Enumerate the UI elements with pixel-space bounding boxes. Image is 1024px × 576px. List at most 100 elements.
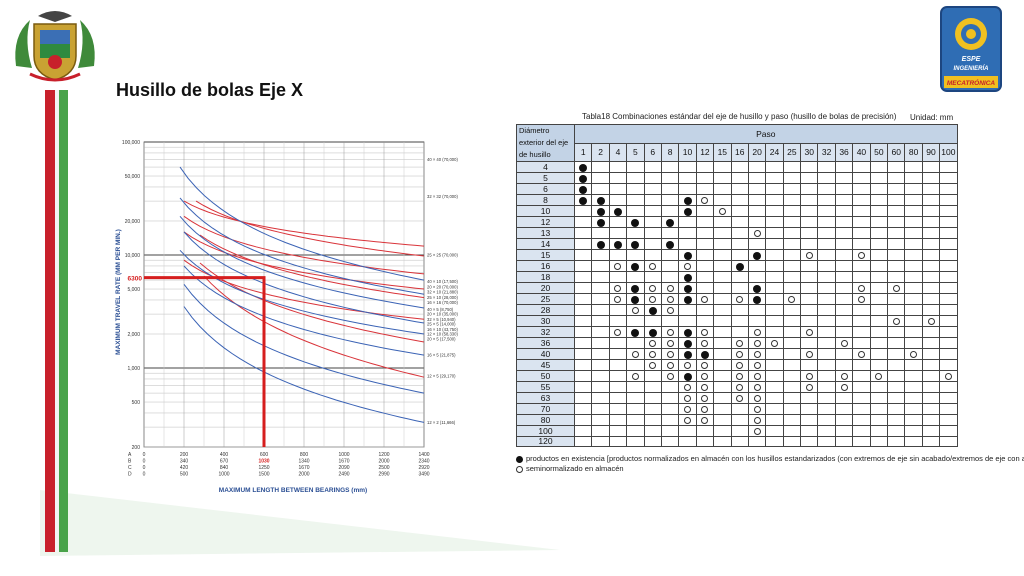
x-tick-label: 2000: [378, 459, 389, 465]
combination-cell: [904, 205, 923, 217]
combination-cell: [695, 304, 715, 316]
combination-cell: [765, 304, 784, 316]
combination-cell: [921, 326, 941, 338]
combination-cell: [765, 271, 784, 283]
paso-value: 32: [817, 142, 836, 162]
open-dot-icon: [649, 340, 657, 348]
x-row-letter: C: [128, 465, 132, 471]
combination-cell: [800, 326, 819, 338]
y-tick-label: 1,000: [127, 366, 140, 372]
series-label: 40 × 40 (70,000): [427, 157, 458, 162]
filled-dot-icon: [666, 218, 675, 227]
annotation-y-label: 6300: [128, 276, 143, 283]
combination-cell: [887, 271, 906, 283]
combination-cell: [782, 216, 802, 228]
curve-red-6: [199, 262, 425, 343]
combination-cell: [643, 315, 662, 327]
combination-cell: [591, 414, 610, 426]
combination-cell: [817, 403, 836, 415]
open-dot-icon: [701, 395, 709, 403]
combination-cell: [817, 216, 836, 228]
filled-dot-icon: [579, 174, 588, 183]
series-label: 25 × 25 (70,000): [427, 253, 458, 258]
logo-text-ingenieria: INGENIERÍA: [953, 65, 988, 72]
combination-cell: [904, 315, 923, 327]
diameter-cell: 50: [516, 370, 575, 382]
open-dot-icon: [805, 384, 813, 392]
y-tick-label: 500: [132, 400, 141, 406]
combination-cell: [782, 381, 802, 393]
combination-cell: [852, 194, 871, 206]
combination-cell: [852, 370, 871, 382]
series-label: 32 × 32 (70,000): [427, 194, 458, 199]
combination-cell: [608, 315, 628, 327]
diameter-cell: 15: [516, 249, 575, 261]
combination-cell: [939, 304, 958, 316]
table-row: 12: [516, 216, 958, 228]
combination-cell: [678, 337, 697, 349]
combination-cell: [834, 304, 854, 316]
x-tick-label: 420: [180, 465, 189, 471]
combination-cell: [643, 161, 662, 173]
open-dot-icon: [857, 351, 865, 359]
combination-cell: [713, 326, 732, 338]
combination-cell: [782, 293, 802, 305]
combination-cell: [800, 194, 819, 206]
combination-cell: [747, 315, 767, 327]
combination-cell: [573, 370, 593, 382]
combination-cell: [904, 260, 923, 272]
combination-cell: [643, 348, 662, 360]
combination-cell: [643, 205, 662, 217]
x-row-letter: B: [128, 459, 132, 465]
combination-cell: [817, 194, 836, 206]
combination-cell: [678, 282, 697, 294]
series-label: 40 × 10 (17,500): [427, 279, 458, 284]
combination-cell: [608, 293, 628, 305]
combination-cell: [626, 326, 645, 338]
open-dot-icon: [666, 296, 674, 304]
combination-cell: [573, 271, 593, 283]
combination-cell: [643, 337, 662, 349]
combination-cell: [713, 381, 732, 393]
combination-cell: [800, 238, 819, 250]
combination-cell: [834, 260, 854, 272]
open-dot-icon: [944, 373, 952, 381]
open-dot-icon: [631, 307, 639, 315]
combination-cell: [921, 183, 941, 195]
combination-cell: [887, 304, 906, 316]
series-label: 16 × 10 (43,750): [427, 327, 458, 332]
open-dot-icon: [701, 417, 709, 425]
combination-cell: [730, 414, 749, 426]
diameter-cell: 70: [516, 403, 575, 415]
combination-cell: [800, 403, 819, 415]
combination-cell: [800, 414, 819, 426]
combination-cell: [747, 370, 767, 382]
combination-cell: [695, 370, 715, 382]
open-dot-icon: [875, 373, 883, 381]
combination-cell: [643, 381, 662, 393]
combination-cell: [608, 414, 628, 426]
diameter-cell: 55: [516, 381, 575, 393]
combination-cell: [869, 348, 889, 360]
combination-cell: [800, 271, 819, 283]
combination-cell: [573, 403, 593, 415]
chart-y-label: MAXIMUM TRAVEL RATE (MM PER MIN.): [115, 229, 122, 355]
diameter-cell: 10: [516, 205, 575, 217]
combination-cell: [626, 348, 645, 360]
combination-cell: [765, 205, 784, 217]
combination-cell: [643, 359, 662, 371]
combination-cell: [695, 315, 715, 327]
paso-value: 1: [573, 142, 593, 162]
combination-cell: [800, 337, 819, 349]
x-tick-label: 840: [220, 465, 229, 471]
combination-cell: [730, 337, 749, 349]
combination-cell: [765, 183, 784, 195]
combination-cell: [660, 260, 680, 272]
combination-cell: [660, 403, 680, 415]
combination-cell: [904, 172, 923, 184]
open-dot-icon: [753, 230, 761, 238]
combination-cell: [626, 403, 645, 415]
open-dot-icon: [892, 318, 900, 326]
y-tick-label: 2,000: [127, 332, 140, 338]
combination-cell: [660, 161, 680, 173]
